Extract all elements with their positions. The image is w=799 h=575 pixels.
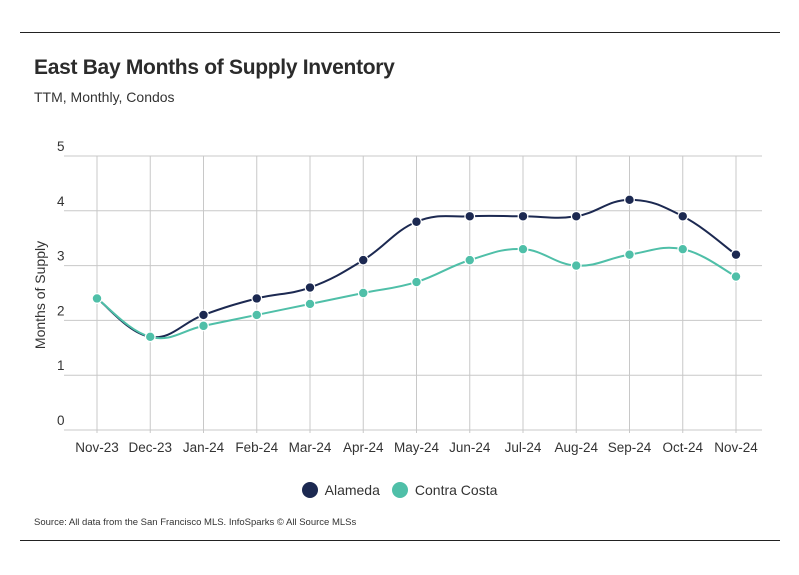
chart-subtitle: TTM, Monthly, Condos [34,89,175,105]
series-contra-costa [91,243,742,343]
legend-marker-icon [301,482,318,498]
x-tick-label: Jun-24 [449,440,491,455]
data-point-contra-costa [411,276,422,288]
x-tick-label: Dec-23 [128,440,172,455]
data-point-contra-costa [144,331,156,343]
x-tick-label: Nov-23 [75,440,119,455]
data-point-contra-costa [570,260,582,272]
y-tick-label: 5 [57,139,65,154]
data-point-alameda [677,210,689,222]
legend-item-alameda[interactable]: Alameda [301,482,380,498]
grid [64,155,762,433]
axes: 0 1 2 3 4 5 Nov-23 Dec-23 Jan-24 Feb-24 Mar-24 Apr-… [57,139,758,455]
data-point-contra-costa [464,254,476,266]
x-tick-label: Oct-24 [662,440,703,455]
legend-label: Contra Costa [414,482,498,498]
legend-label: Alameda [324,482,380,498]
data-point-alameda [517,210,529,222]
data-point-alameda [464,210,476,222]
y-tick-label: 4 [57,194,65,209]
data-point-contra-costa [91,293,103,304]
legend: Alameda Contra Costa [0,482,799,498]
x-tick-label: Sep-24 [608,440,652,455]
data-point-alameda [198,309,209,321]
top-rule [20,32,780,33]
legend-item-contra-costa[interactable]: Contra Costa [391,482,498,498]
series [91,194,742,343]
x-tick-label: Jul-24 [505,440,542,455]
data-point-contra-costa [624,249,635,261]
x-tick-label: Mar-24 [289,440,332,455]
data-point-alameda [411,216,422,228]
x-tick-label: Jan-24 [183,440,225,455]
data-point-contra-costa [304,298,316,310]
x-tick-label: Aug-24 [554,440,598,455]
y-tick-label: 2 [57,303,65,318]
legend-marker-icon [391,482,408,498]
data-point-alameda [251,293,263,304]
y-tick-label: 3 [57,249,65,264]
data-point-alameda [357,254,369,266]
data-point-contra-costa [677,243,689,255]
chart-title: East Bay Months of Supply Inventory [34,56,395,79]
data-point-alameda [624,194,635,206]
data-point-contra-costa [251,309,263,321]
x-tick-label: Nov-24 [714,440,758,455]
bottom-rule [20,540,780,541]
y-tick-label: 1 [57,358,65,373]
data-point-alameda [304,282,316,293]
x-tick-label: Feb-24 [235,440,278,455]
y-tick-label: 0 [57,413,65,428]
data-point-contra-costa [198,320,209,332]
x-tick-label: Apr-24 [343,440,384,455]
data-point-alameda [730,249,742,261]
x-tick-label: May-24 [394,440,440,455]
data-point-alameda [570,210,582,222]
data-point-contra-costa [517,243,529,255]
source-note: Source: All data from the San Francisco … [34,517,357,528]
y-axis-label: Months of Supply [32,241,48,349]
data-point-contra-costa [357,287,369,299]
data-point-contra-costa [730,271,742,282]
